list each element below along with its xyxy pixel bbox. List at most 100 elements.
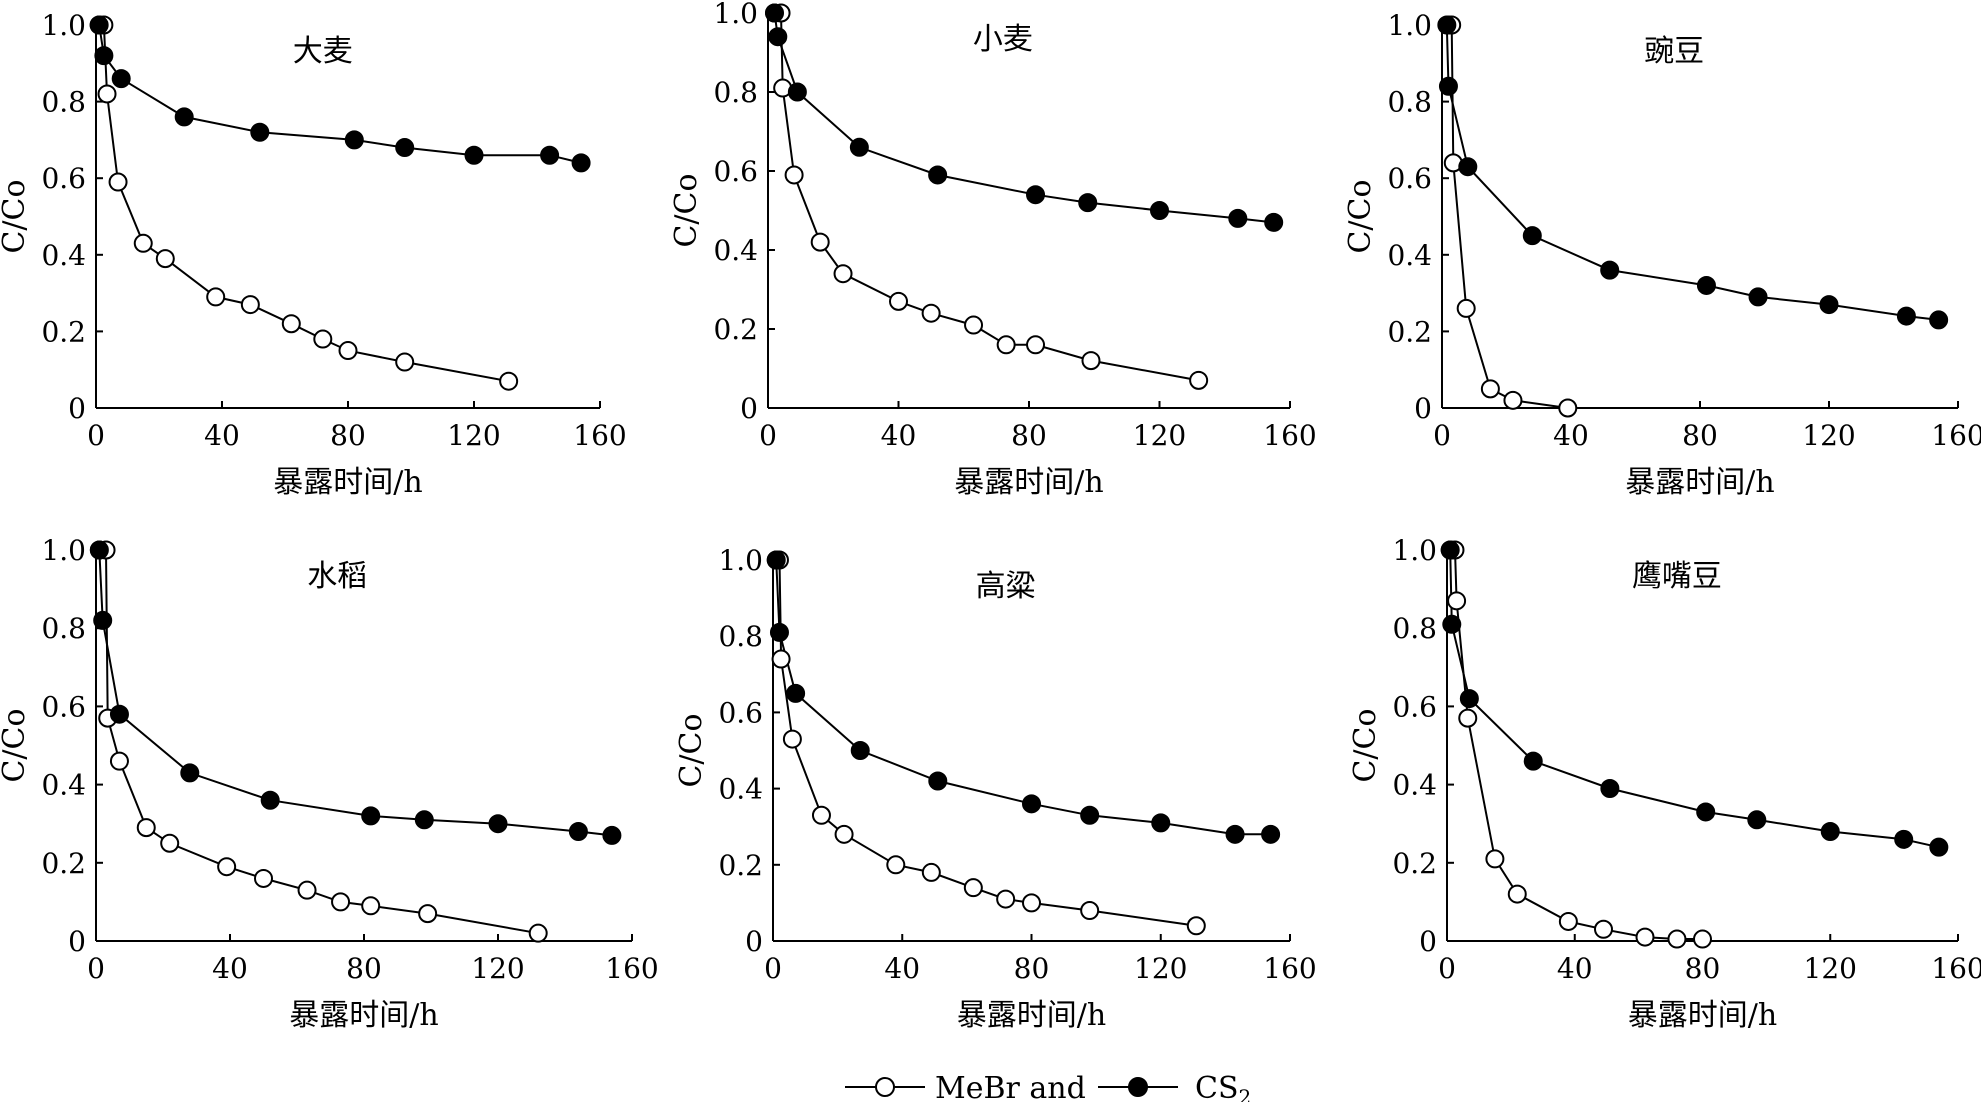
data-point-mebr [921,862,941,882]
y-axis-label: C/Co [1348,708,1383,782]
data-point-mebr [331,892,351,912]
chart-panel-1: 0 0.2 0.4 0.6 0.8 1.0 0 40 80 120 160 暴露时间/h C/Co 大麦 [0,9,627,500]
data-point-cs2 [1225,824,1245,844]
data-point-cs2 [395,138,415,158]
data-point-mebr [996,889,1016,909]
x-tick-label: 120 [1802,419,1855,452]
data-point-cs2 [1896,306,1916,326]
data-point-mebr [297,880,317,900]
y-tick-label: 0.2 [1387,315,1432,348]
x-tick-label: 80 [1014,952,1050,985]
data-point-mebr [811,805,831,825]
data-point-cs2 [1458,157,1478,177]
data-point-cs2 [1440,540,1460,560]
data-point-cs2 [765,3,785,23]
x-tick-label: 0 [87,419,105,452]
data-point-mebr [964,315,984,335]
data-point-mebr [240,295,260,315]
data-point-mebr [1022,893,1041,913]
chart-title: 小麦 [973,22,1033,57]
x-tick-label: 80 [1011,419,1047,452]
data-point-mebr [528,923,548,943]
x-tick-label: 80 [346,952,382,985]
x-tick-label: 160 [1931,419,1981,452]
data-point-mebr [281,314,301,334]
data-point-mebr [1480,379,1500,399]
chart-title: 水稻 [307,559,367,594]
data-point-mebr [1026,335,1046,355]
y-tick-label: 0.2 [718,849,763,882]
y-axis-label: C/Co [1343,179,1378,253]
y-tick-label: 0 [68,392,86,425]
y-axis-label: C/Co [0,179,32,253]
y-tick-label: 0.6 [41,690,86,723]
chart-panel-2: 0 0.2 0.4 0.6 0.8 1.0 0 40 80 120 160 暴露时间/h C/Co 小麦 [669,0,1317,500]
x-tick-label: 80 [330,419,366,452]
y-tick-label: 1.0 [1387,9,1432,42]
data-point-cs2 [344,130,364,150]
data-point-mebr [1456,298,1476,318]
series-line-mebr [99,24,509,383]
y-tick-label: 1.0 [41,534,86,567]
y-tick-label: 0.6 [713,155,758,188]
x-tick-label: 160 [1263,952,1316,985]
data-point-mebr [1558,911,1578,931]
x-tick-label: 80 [1685,952,1721,985]
x-tick-label: 0 [87,952,105,985]
data-point-mebr [1558,398,1578,418]
data-point-cs2 [260,790,280,810]
data-point-cs2 [1820,822,1840,842]
y-tick-label: 0.4 [718,773,763,806]
x-axis-label: 暴露时间/h [954,465,1103,500]
y-tick-label: 0.6 [1392,690,1437,723]
y-tick-label: 0.2 [713,313,758,346]
data-point-cs2 [1438,76,1458,96]
data-point-mebr [771,649,791,669]
y-axis-label: C/Co [674,713,709,787]
data-point-mebr [97,84,117,104]
y-axis-label: C/Co [669,173,704,247]
data-point-cs2 [766,550,786,570]
data-point-cs2 [769,622,789,642]
data-point-cs2 [488,814,508,834]
data-point-mebr [1081,351,1101,371]
legend-cs2-main: CS [1195,1071,1239,1102]
series-line-mebr [776,559,1197,927]
x-tick-label: 40 [884,952,920,985]
data-point-mebr [963,878,983,898]
legend: MeBr and CS2 [845,1071,1251,1102]
data-point-mebr [109,751,129,771]
data-point-cs2 [94,46,114,66]
data-point-cs2 [1696,802,1716,822]
data-point-cs2 [111,69,131,89]
series-line-cs2 [773,12,1274,224]
data-point-cs2 [180,763,200,783]
y-tick-label: 0.2 [1392,847,1437,880]
data-point-cs2 [1523,751,1543,771]
data-point-cs2 [849,137,869,157]
y-tick-label: 0 [1419,925,1437,958]
series-line-mebr [774,12,1199,382]
y-tick-label: 0.4 [41,239,86,272]
x-tick-label: 160 [605,952,658,985]
data-point-cs2 [174,107,194,127]
data-point-mebr [254,868,273,888]
y-tick-label: 0.8 [1392,612,1437,645]
data-point-cs2 [1151,813,1171,833]
x-tick-label: 40 [1557,952,1593,985]
y-axis-label: C/Co [0,708,32,782]
x-tick-label: 40 [212,952,248,985]
legend-cs2-marker [1128,1077,1148,1097]
x-tick-label: 120 [1804,952,1857,985]
y-tick-label: 0 [1414,392,1432,425]
x-tick-label: 0 [759,419,777,452]
data-point-cs2 [1459,689,1479,709]
data-point-mebr [1667,929,1687,949]
data-point-cs2 [1600,779,1620,799]
panels: 00.20.40.60.81.00 40 80 120 160暴露时间/hC/Co大麦0… [0,0,1981,1033]
data-point-cs2 [1080,805,1100,825]
x-tick-label: 160 [1931,952,1981,985]
chart-title: 鹰嘴豆 [1632,559,1722,594]
y-tick-label: 1.0 [41,9,86,42]
series-line-cs2 [1445,24,1939,321]
